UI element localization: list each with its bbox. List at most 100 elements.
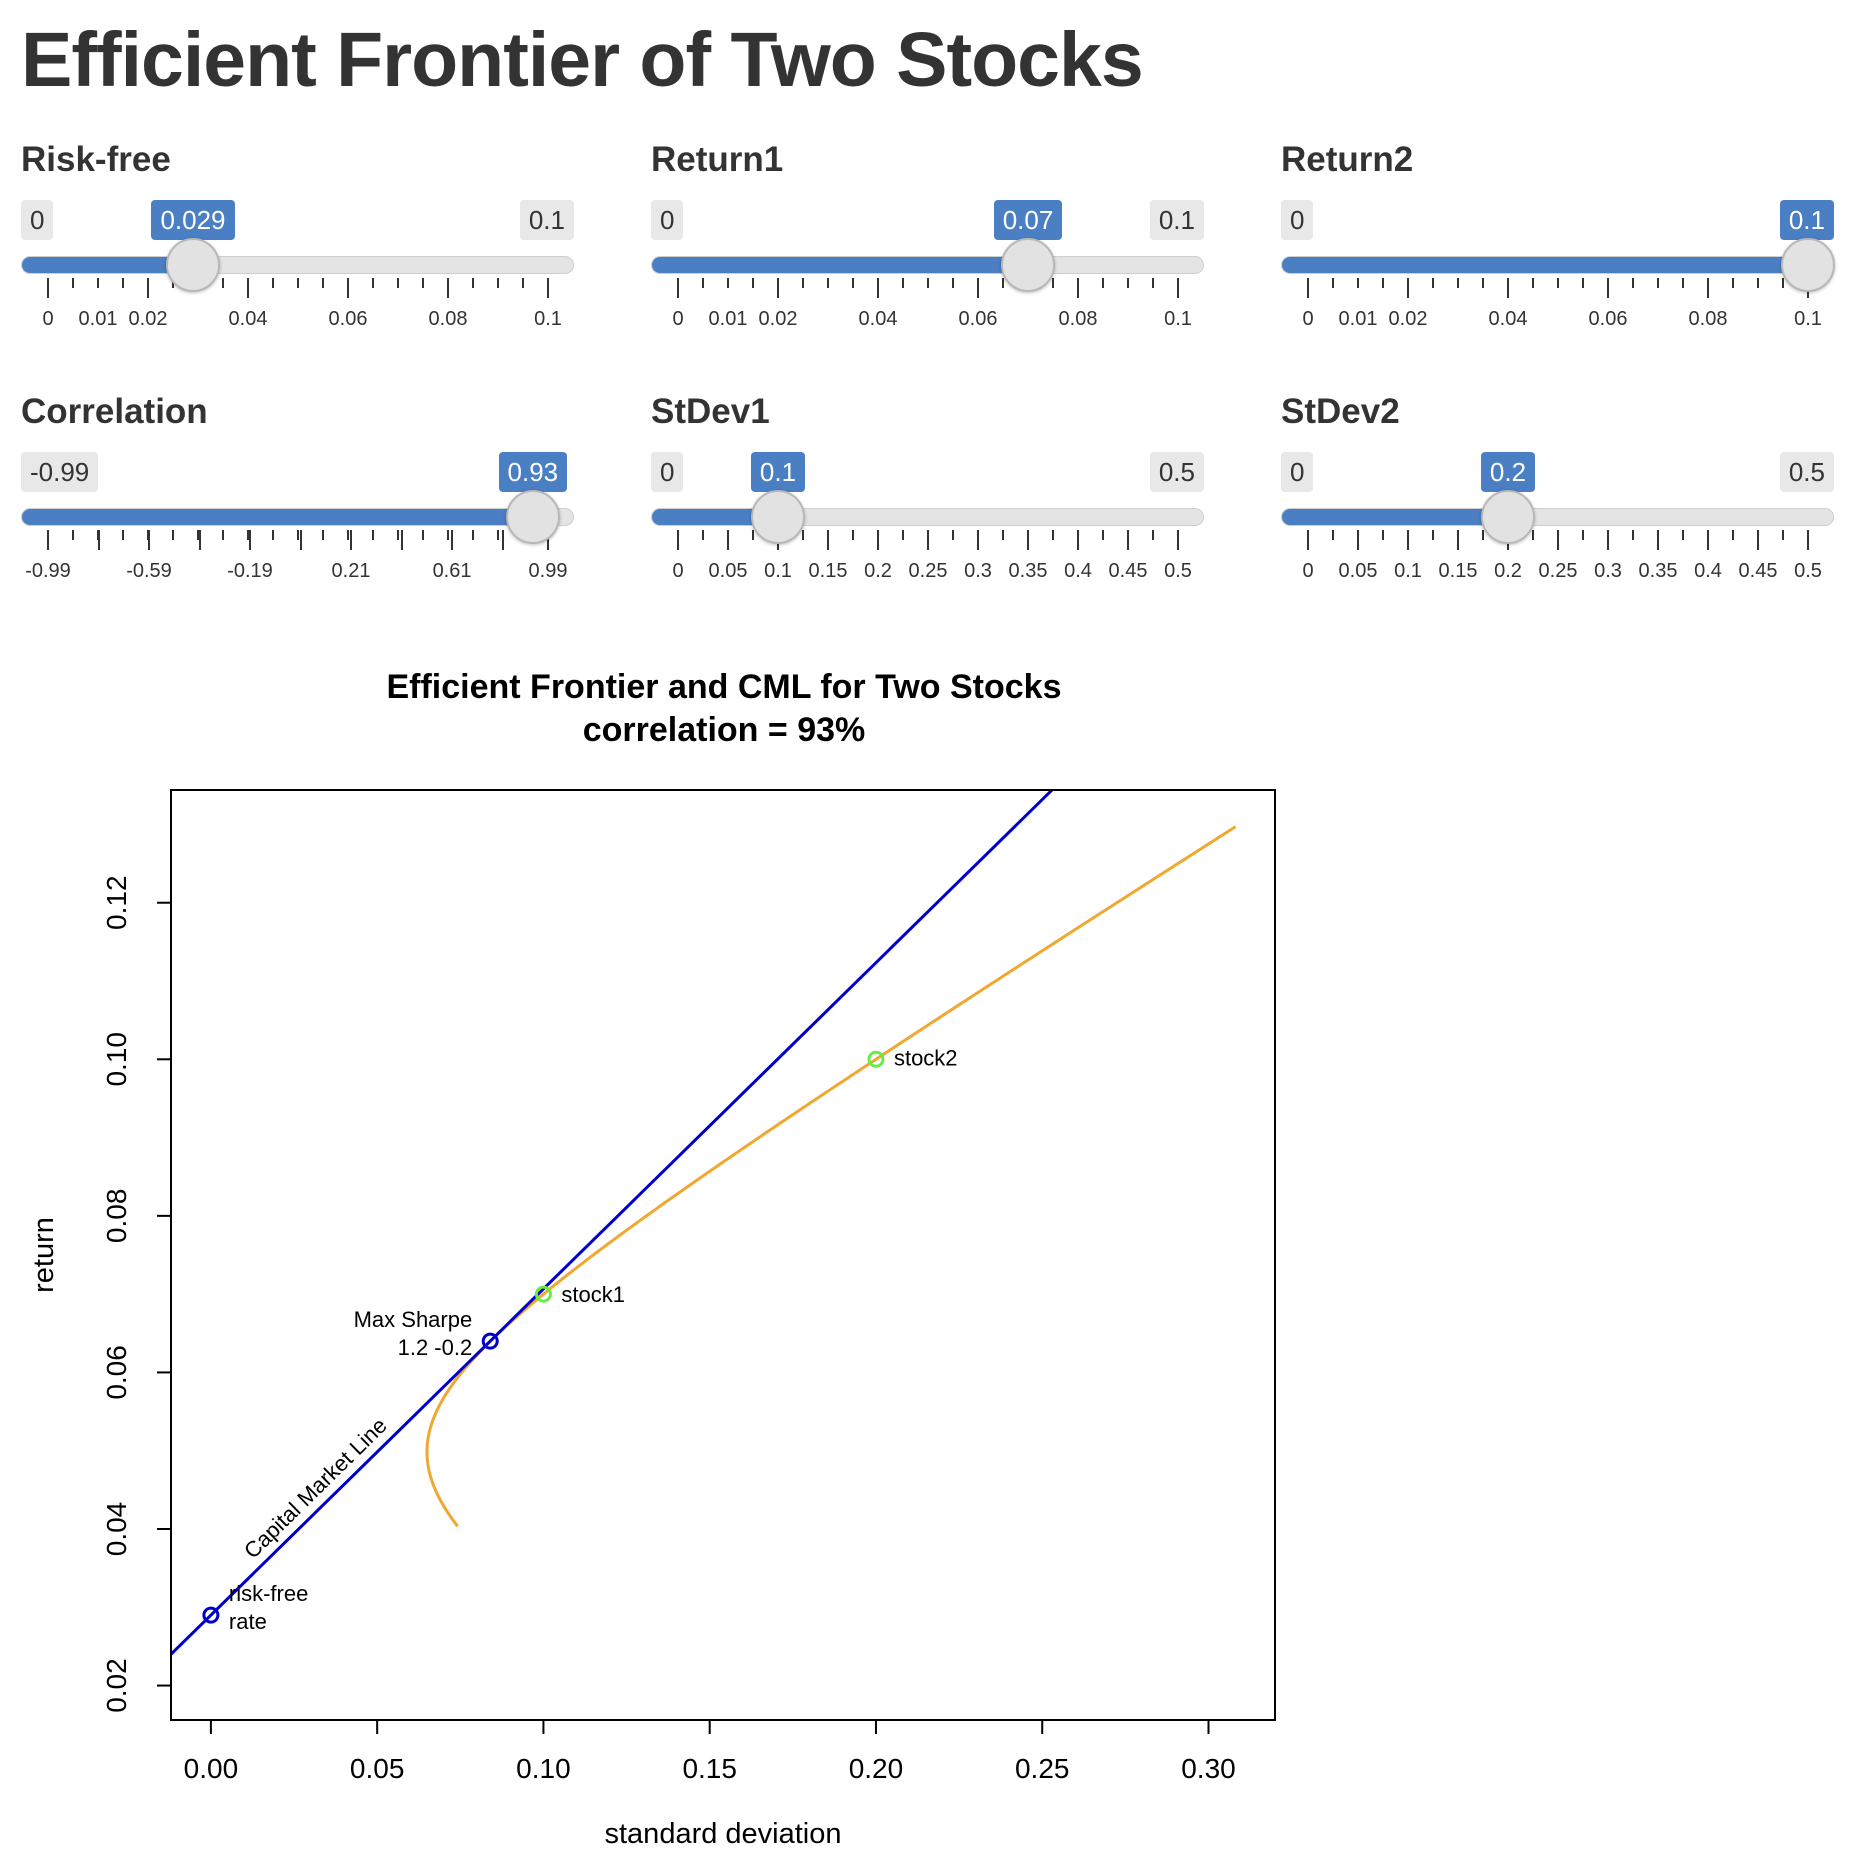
slider-minor-tick: [122, 278, 124, 288]
slider-track[interactable]: [651, 508, 1204, 526]
slider-handle[interactable]: [1781, 238, 1835, 292]
slider-minor-tick: [522, 278, 524, 288]
slider-major-tick: [1077, 530, 1079, 550]
slider-minor-tick: [1152, 278, 1154, 288]
slider-minor-tick: [472, 530, 474, 540]
slider-major-tick: [1407, 530, 1409, 550]
slider-minor-tick: [1632, 530, 1634, 540]
cml-label: Capital Market Line: [239, 1413, 392, 1564]
slider-minor-tick: [752, 278, 754, 288]
slider-fill: [1282, 509, 1509, 525]
slider-handle[interactable]: [1481, 490, 1535, 544]
slider-major-tick: [198, 530, 201, 550]
slider-minor-tick: [397, 278, 399, 288]
slider-tick-label: 0.1: [1164, 308, 1192, 330]
slider-track[interactable]: [21, 508, 574, 526]
slider-return2[interactable]: Return2 0 0 0.01 0.02 0.04 0.06 0.08 0.1 0.1: [1281, 142, 1835, 372]
slider-minor-tick: [1782, 278, 1784, 288]
slider-major-tick: [447, 278, 449, 298]
slider-tick-label: 0: [1302, 308, 1314, 330]
slider-tick-label: 0.02: [1388, 308, 1428, 330]
slider-stdev1[interactable]: StDev1 0 0.5 0 0.05 0.1 0.15 0.2 0.25 0.3 0.35 0.4 0…: [651, 394, 1204, 624]
y-tick-label: 0.12: [101, 875, 132, 930]
slider-minor-tick: [1382, 530, 1384, 540]
slider-return1[interactable]: Return1 0 0.1 0 0.01 0.02 0.04 0.06 0.08 0.1 0.07: [651, 142, 1204, 372]
slider-minor-tick: [272, 278, 274, 288]
slider-tick-label: 0.3: [1594, 560, 1622, 582]
slider-handle[interactable]: [166, 238, 220, 292]
slider-ticks: 0 0.01 0.02 0.04 0.06 0.08 0.1: [651, 278, 1204, 338]
slider-minor-tick: [1002, 530, 1004, 540]
slider-label: Return1: [651, 140, 784, 179]
slider-correlation[interactable]: Correlation -0.99 -0.99 -0.59 -0.19 0.21 0.61 0…: [21, 394, 574, 624]
slider-track[interactable]: [21, 256, 574, 274]
y-tick-label: 0.10: [101, 1032, 132, 1087]
slider-major-tick: [249, 530, 252, 550]
slider-major-tick: [1177, 530, 1179, 550]
slider-track[interactable]: [1281, 508, 1834, 526]
slider-minor-tick: [497, 530, 499, 540]
slider-major-tick: [547, 278, 549, 298]
slider-major-tick: [547, 530, 549, 550]
slider-minor-tick: [1432, 530, 1434, 540]
data-point: [481, 1332, 499, 1350]
slider-minor-tick: [1657, 278, 1659, 288]
slider-max-label: 0.1: [1149, 200, 1204, 240]
slider-minor-tick: [727, 278, 729, 288]
slider-min-label: 0: [651, 452, 684, 492]
slider-value-label: 0.2: [1480, 452, 1536, 492]
slider-minor-tick: [1382, 278, 1384, 288]
slider-minor-tick: [702, 278, 704, 288]
risk-free-label: risk-free: [229, 1581, 308, 1606]
slider-tick-label: 0.1: [1394, 560, 1422, 582]
slider-handle[interactable]: [751, 490, 805, 544]
slider-minor-tick: [1357, 278, 1359, 288]
slider-minor-tick: [1052, 530, 1054, 540]
slider-minor-tick: [222, 530, 224, 540]
slider-major-tick: [1557, 530, 1559, 550]
slider-minor-tick: [372, 530, 374, 540]
slider-stdev2[interactable]: StDev2 0 0.5 0 0.05 0.1 0.15 0.2 0.25 0.3 0.35 0.4 0…: [1281, 394, 1834, 624]
slider-minor-tick: [1682, 278, 1684, 288]
slider-major-tick: [1607, 278, 1609, 298]
slider-minor-tick: [322, 530, 324, 540]
slider-major-tick: [1757, 530, 1759, 550]
slider-minor-tick: [1332, 278, 1334, 288]
slider-minor-tick: [422, 278, 424, 288]
slider-major-tick: [299, 530, 302, 550]
slider-major-tick: [877, 530, 879, 550]
slider-major-tick: [47, 530, 49, 550]
efficient-frontier-chart: Efficient Frontier and CML for Two Stock…: [28, 668, 1276, 1850]
slider-handle[interactable]: [1001, 238, 1055, 292]
slider-ticks: 0 0.01 0.02 0.04 0.06 0.08 0.1: [21, 278, 574, 338]
slider-minor-tick: [1052, 278, 1054, 288]
slider-major-tick: [1457, 530, 1459, 550]
slider-tick-label: 0.45: [1108, 560, 1148, 582]
slider-tick-label: 0.08: [1688, 308, 1728, 330]
slider-minor-tick: [1632, 278, 1634, 288]
slider-minor-tick: [1532, 278, 1534, 288]
chart-title: Efficient Frontier and CML for Two Stock…: [386, 668, 1061, 706]
slider-minor-tick: [802, 278, 804, 288]
slider-minor-tick: [147, 530, 149, 540]
slider-minor-tick: [447, 530, 449, 540]
slider-min-label: -0.99: [21, 452, 99, 492]
page-title: Efficient Frontier of Two Stocks: [21, 17, 1144, 103]
slider-track[interactable]: [1281, 256, 1834, 274]
slider-track[interactable]: [651, 256, 1204, 274]
slider-minor-tick: [802, 530, 804, 540]
slider-minor-tick: [472, 278, 474, 288]
slider-handle[interactable]: [505, 490, 560, 544]
efficient-frontier-curve: [425, 825, 1237, 1528]
slider-minor-tick: [197, 530, 199, 540]
slider-tick-label: 0.1: [1794, 308, 1822, 330]
slider-tick-label: 0.35: [1008, 560, 1048, 582]
slider-minor-tick: [1532, 530, 1534, 540]
slider-tick-label: 0.04: [858, 308, 898, 330]
slider-minor-tick: [97, 278, 99, 288]
slider-tick-label: 0.5: [1794, 560, 1822, 582]
slider-minor-tick: [902, 530, 904, 540]
x-tick-label: 0.25: [1015, 1753, 1070, 1784]
slider-tick-label: 0.04: [1488, 308, 1528, 330]
slider-riskfree[interactable]: Risk-free 0 0.1 0 0.01 0.02 0.04 0.06 0.08 0.1 0.0…: [21, 142, 574, 372]
